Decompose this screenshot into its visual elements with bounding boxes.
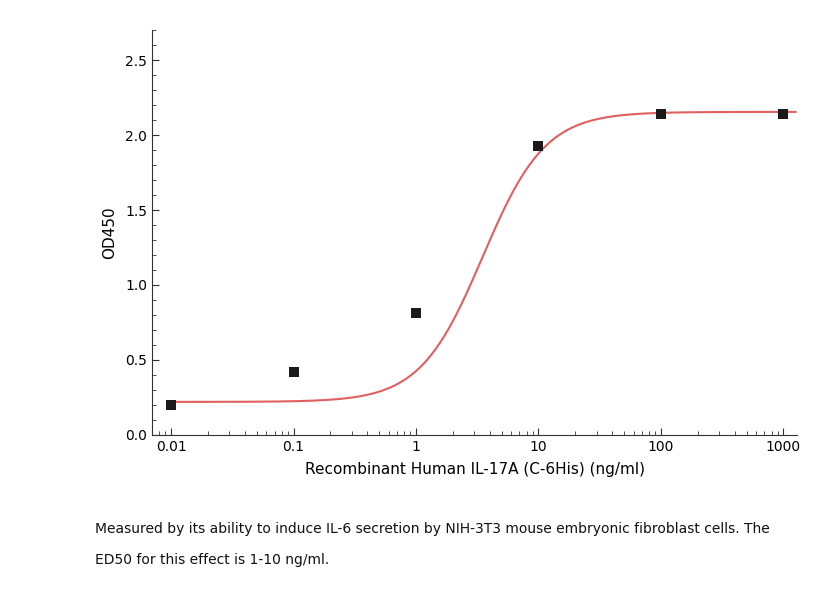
- Point: [287, 367, 300, 377]
- Point: [532, 141, 545, 150]
- Text: Measured by its ability to induce IL-6 secretion by NIH-3T3 mouse embryonic fibr: Measured by its ability to induce IL-6 s…: [95, 522, 769, 536]
- Point: [164, 400, 178, 410]
- Point: [409, 309, 423, 318]
- Point: [777, 109, 790, 119]
- X-axis label: Recombinant Human IL-17A (C-6His) (ng/ml): Recombinant Human IL-17A (C-6His) (ng/ml…: [305, 462, 644, 477]
- Y-axis label: OD450: OD450: [102, 206, 117, 259]
- Point: [654, 109, 667, 119]
- Text: ED50 for this effect is 1-10 ng/ml.: ED50 for this effect is 1-10 ng/ml.: [95, 553, 329, 567]
